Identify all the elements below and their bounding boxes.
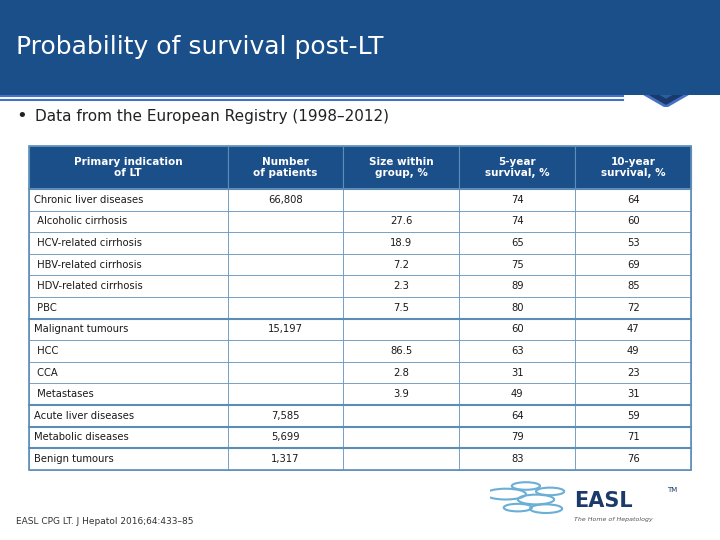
Text: 2.3: 2.3: [393, 281, 410, 291]
Text: 80: 80: [511, 303, 523, 313]
Text: 3.9: 3.9: [393, 389, 410, 399]
Text: 71: 71: [627, 433, 639, 442]
Text: 89: 89: [511, 281, 523, 291]
Text: Benign tumours: Benign tumours: [34, 454, 114, 464]
Text: HCC: HCC: [34, 346, 58, 356]
Text: 53: 53: [627, 238, 639, 248]
Text: 75: 75: [511, 260, 523, 269]
Text: Alcoholic cirrhosis: Alcoholic cirrhosis: [34, 217, 127, 226]
Text: 49: 49: [627, 346, 639, 356]
Text: 60: 60: [627, 217, 639, 226]
Text: •: •: [16, 107, 27, 125]
Text: 5-year
survival, %: 5-year survival, %: [485, 157, 549, 178]
Text: 66,808: 66,808: [268, 195, 303, 205]
Text: 10-year
survival, %: 10-year survival, %: [601, 157, 665, 178]
Text: 60: 60: [511, 325, 523, 334]
Text: 64: 64: [511, 411, 523, 421]
Text: 59: 59: [627, 411, 639, 421]
Text: Metabolic diseases: Metabolic diseases: [34, 433, 129, 442]
Text: Chronic liver diseases: Chronic liver diseases: [34, 195, 143, 205]
Text: 31: 31: [511, 368, 523, 377]
Text: Size within
group, %: Size within group, %: [369, 157, 433, 178]
Text: HDV-related cirrhosis: HDV-related cirrhosis: [34, 281, 143, 291]
Text: 74: 74: [511, 217, 523, 226]
Text: 2.8: 2.8: [393, 368, 410, 377]
Text: 49: 49: [511, 389, 523, 399]
Text: 7,585: 7,585: [271, 411, 300, 421]
Text: 23: 23: [627, 368, 639, 377]
Text: HCV-related cirrhosis: HCV-related cirrhosis: [34, 238, 142, 248]
Text: 7.2: 7.2: [393, 260, 410, 269]
Text: 86.5: 86.5: [390, 346, 413, 356]
Text: CCA: CCA: [34, 368, 58, 377]
Text: 15,197: 15,197: [268, 325, 303, 334]
Text: PBC: PBC: [34, 303, 57, 313]
Text: 69: 69: [627, 260, 639, 269]
Text: 74: 74: [511, 195, 523, 205]
Text: 83: 83: [511, 454, 523, 464]
Text: 47: 47: [627, 325, 639, 334]
Text: EASL CPG LT. J Hepatol 2016;64:433–85: EASL CPG LT. J Hepatol 2016;64:433–85: [16, 517, 194, 526]
Text: 63: 63: [511, 346, 523, 356]
Text: 5,699: 5,699: [271, 433, 300, 442]
Text: 65: 65: [511, 238, 523, 248]
Text: 27.6: 27.6: [390, 217, 413, 226]
Text: Malignant tumours: Malignant tumours: [34, 325, 128, 334]
Text: TM: TM: [667, 487, 678, 493]
Text: 79: 79: [511, 433, 523, 442]
Text: HBV-related cirrhosis: HBV-related cirrhosis: [34, 260, 142, 269]
Text: Number
of patients: Number of patients: [253, 157, 318, 178]
Text: 31: 31: [627, 389, 639, 399]
Text: Acute liver diseases: Acute liver diseases: [34, 411, 134, 421]
Text: 72: 72: [627, 303, 639, 313]
Polygon shape: [635, 26, 697, 99]
Text: Metastases: Metastases: [34, 389, 94, 399]
Text: 76: 76: [627, 454, 639, 464]
Text: Data from the European Registry (1998–2012): Data from the European Registry (1998–20…: [35, 109, 389, 124]
Text: Primary indication
of LT: Primary indication of LT: [74, 157, 182, 178]
Text: Probability of survival post-LT: Probability of survival post-LT: [16, 35, 383, 59]
Polygon shape: [628, 18, 704, 106]
Text: The Home of Hepatology: The Home of Hepatology: [575, 517, 653, 522]
Text: 18.9: 18.9: [390, 238, 413, 248]
Text: 7.5: 7.5: [393, 303, 410, 313]
Text: 85: 85: [627, 281, 639, 291]
Text: 1,317: 1,317: [271, 454, 300, 464]
Text: EASL: EASL: [575, 491, 633, 511]
Text: 64: 64: [627, 195, 639, 205]
